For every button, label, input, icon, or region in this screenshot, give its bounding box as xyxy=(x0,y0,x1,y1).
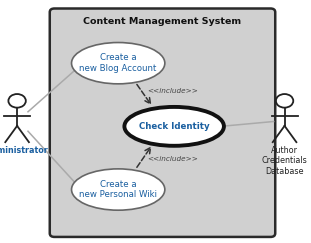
Text: <<include>>: <<include>> xyxy=(147,156,198,162)
Ellipse shape xyxy=(72,169,165,210)
Text: Content Management System: Content Management System xyxy=(83,17,242,26)
Ellipse shape xyxy=(124,107,224,146)
Text: Check Identity: Check Identity xyxy=(139,122,210,131)
Text: Create a
new Personal Wiki: Create a new Personal Wiki xyxy=(79,180,157,199)
Text: <<include>>: <<include>> xyxy=(147,88,198,94)
Text: Author
Credentials
Database: Author Credentials Database xyxy=(262,146,308,176)
FancyBboxPatch shape xyxy=(50,9,275,237)
Text: Administrator: Administrator xyxy=(0,146,49,155)
Ellipse shape xyxy=(72,43,165,84)
Text: Create a
new Blog Account: Create a new Blog Account xyxy=(80,53,157,73)
